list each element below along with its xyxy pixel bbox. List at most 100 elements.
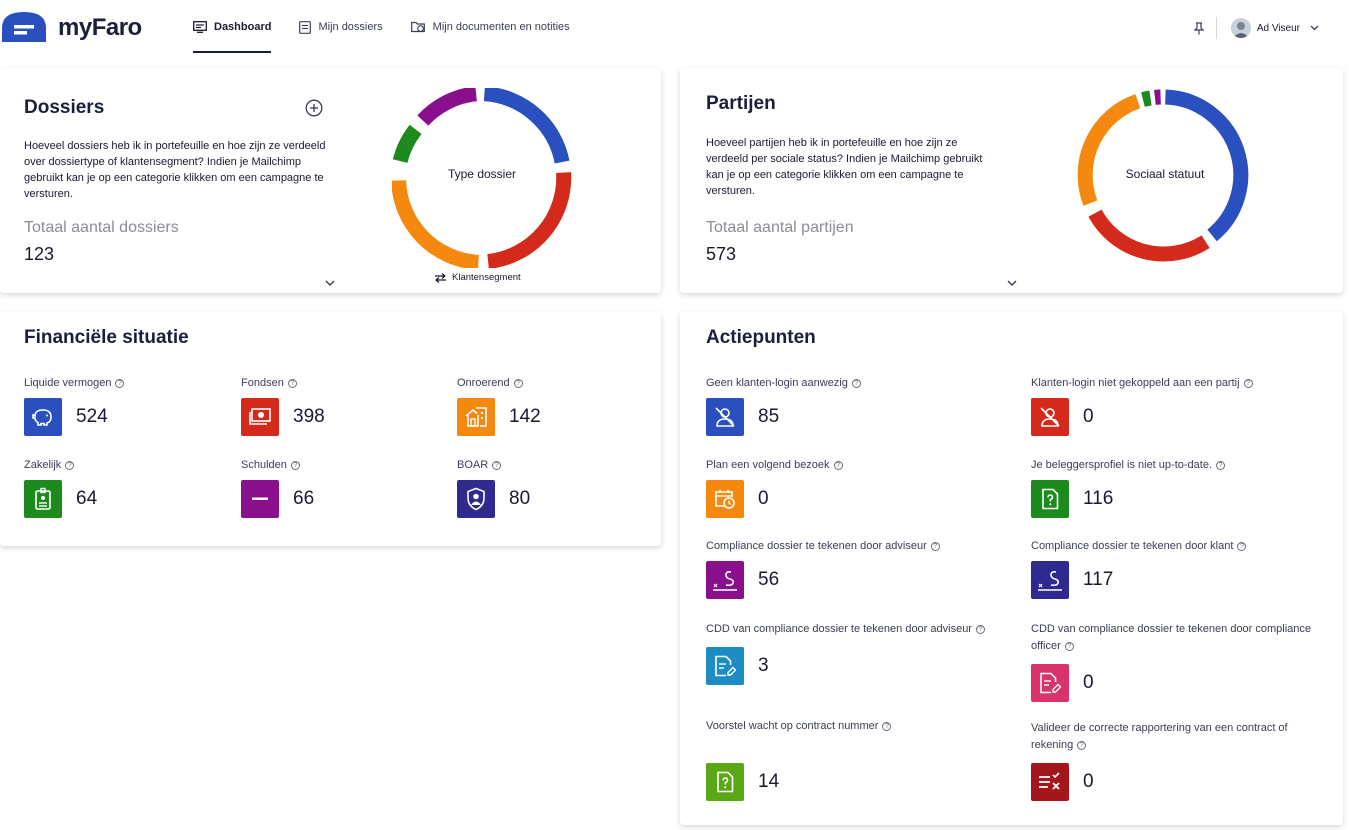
help-icon[interactable]: ?: [1064, 642, 1074, 651]
donut-segment: [1088, 209, 1210, 262]
piggy-bank-icon: [24, 398, 62, 436]
stat-login-niet-gekoppeld[interactable]: Klanten-login niet gekoppeld aan een par…: [1031, 377, 1253, 436]
dashboard-icon: [193, 21, 207, 33]
donut-segment: [483, 88, 570, 164]
dossiers-title: Dossiers: [24, 97, 105, 118]
help-icon[interactable]: ?: [851, 378, 861, 388]
stat-schulden[interactable]: Schulden? 66: [241, 459, 314, 518]
money-icon: [241, 398, 279, 436]
help-icon[interactable]: ?: [975, 625, 985, 634]
document-edit-icon: [706, 647, 744, 685]
stat-value: 80: [509, 488, 531, 509]
chevron-down-icon[interactable]: [325, 280, 335, 286]
chevron-down-icon[interactable]: [1310, 25, 1319, 31]
user-name[interactable]: Ad Viseur: [1256, 22, 1300, 34]
stat-beleggersprofiel[interactable]: Je beleggersprofiel is niet up-to-date.?…: [1031, 459, 1225, 518]
stat-liquide-vermogen[interactable]: Liquide vermogen? 524: [24, 377, 125, 436]
pin-icon[interactable]: [1193, 21, 1204, 35]
stat-cdd-adviseur[interactable]: CDD van compliance dossier te tekenen do…: [706, 621, 996, 685]
stat-value: 0: [1083, 406, 1094, 427]
nav-dossiers[interactable]: Mijn dossiers: [299, 0, 383, 54]
stat-value: 56: [758, 569, 780, 590]
help-icon[interactable]: ?: [930, 541, 940, 551]
donut-segment: [417, 88, 478, 126]
help-icon[interactable]: ?: [1216, 460, 1225, 470]
stat-label: BOAR: [457, 459, 489, 471]
stat-label: CDD van compliance dossier te tekenen do…: [706, 623, 972, 635]
logo-text: myFaro: [58, 14, 142, 41]
help-icon[interactable]: ?: [833, 460, 843, 470]
stat-value: 66: [293, 488, 315, 509]
signature-icon: [1031, 561, 1069, 599]
stat-value: 0: [1083, 771, 1094, 792]
help-icon[interactable]: ?: [65, 460, 75, 470]
user-off-icon: [1031, 398, 1069, 436]
dossiers-donut[interactable]: [392, 88, 572, 268]
partijen-description: Hoeveel partijen heb ik in portefeuille …: [706, 137, 983, 197]
stat-value: 85: [758, 406, 780, 427]
financieel-title: Financiële situatie: [24, 327, 189, 348]
stat-boar[interactable]: BOAR? 80: [457, 459, 530, 518]
stat-onroerend[interactable]: Onroerend? 142: [457, 377, 541, 436]
stat-label: Zakelijk: [24, 459, 62, 471]
donut-segment: [1077, 94, 1141, 206]
stat-cdd-compliance-officer[interactable]: CDD van compliance dossier te tekenen do…: [1031, 621, 1321, 702]
calendar-clock-icon: [706, 480, 744, 518]
stat-valideer-rapportering[interactable]: Valideer de correcte rapportering van ee…: [1031, 720, 1326, 801]
document-edit-icon: [1031, 664, 1069, 702]
logo-icon: [2, 12, 46, 48]
partijen-donut-label: Sociaal statuut: [1125, 167, 1205, 181]
actiepunten-title: Actiepunten: [706, 327, 816, 348]
partijen-donut[interactable]: [1073, 85, 1253, 265]
stat-voorstel-contract[interactable]: Voorstel wacht op contract nummer? 14: [706, 720, 996, 801]
stat-label: Compliance dossier te tekenen door advis…: [706, 540, 927, 552]
help-icon[interactable]: ?: [290, 460, 300, 470]
stat-label: Liquide vermogen: [24, 377, 112, 389]
divider: [1215, 17, 1217, 39]
user-area: Ad Viseur: [1193, 16, 1319, 40]
stat-label: Fondsen: [241, 377, 284, 389]
stat-value: 524: [76, 406, 108, 427]
help-icon[interactable]: ?: [882, 722, 892, 731]
signature-icon: [706, 561, 744, 599]
help-icon[interactable]: ?: [1077, 741, 1087, 750]
help-icon[interactable]: ?: [115, 378, 125, 388]
logo[interactable]: myFaro: [0, 8, 142, 48]
help-icon[interactable]: ?: [1243, 378, 1253, 388]
stat-value: 142: [509, 406, 541, 427]
stat-volgend-bezoek[interactable]: Plan een volgend bezoek? 0: [706, 459, 843, 518]
help-icon[interactable]: ?: [513, 378, 523, 388]
stat-label: Klanten-login niet gekoppeld aan een par…: [1031, 377, 1240, 389]
donut-segment: [1141, 90, 1152, 107]
add-circle-icon[interactable]: [305, 99, 323, 117]
list-check-x-icon: [1031, 763, 1069, 801]
shield-user-icon: [457, 480, 495, 518]
chevron-down-icon[interactable]: [1007, 280, 1017, 286]
donut-segment: [392, 179, 480, 268]
stat-compliance-adviseur[interactable]: Compliance dossier te tekenen door advis…: [706, 540, 940, 599]
stat-fondsen[interactable]: Fondsen? 398: [241, 377, 325, 436]
help-icon[interactable]: ?: [1237, 541, 1247, 551]
stat-value: 117: [1083, 569, 1114, 590]
partijen-title: Partijen: [706, 93, 776, 114]
stat-label: Schulden: [241, 459, 287, 471]
stat-value: 0: [1083, 672, 1094, 693]
stat-value: 3: [758, 655, 769, 676]
stat-geen-klanten-login[interactable]: Geen klanten-login aanwezig? 85: [706, 377, 861, 436]
stat-compliance-klant[interactable]: Compliance dossier te tekenen door klant…: [1031, 540, 1247, 599]
main-nav: Dashboard Mijn dossiers Mijn documenten …: [193, 0, 598, 54]
stat-zakelijk[interactable]: Zakelijk? 64: [24, 459, 97, 518]
help-icon[interactable]: ?: [492, 460, 502, 470]
minus-icon: [241, 480, 279, 518]
nav-dossiers-label: Mijn dossiers: [318, 21, 383, 33]
stat-value: 398: [293, 406, 325, 427]
segment-switch[interactable]: Klantensegment: [434, 272, 521, 283]
donut-segment: [1164, 89, 1249, 242]
avatar[interactable]: [1230, 18, 1251, 38]
folder-clock-icon: [410, 21, 425, 33]
donut-segment: [487, 172, 572, 268]
nav-documents[interactable]: Mijn documenten en notities: [410, 0, 570, 54]
badge-icon: [24, 480, 62, 518]
nav-dashboard[interactable]: Dashboard: [193, 0, 272, 54]
help-icon[interactable]: ?: [287, 378, 297, 388]
